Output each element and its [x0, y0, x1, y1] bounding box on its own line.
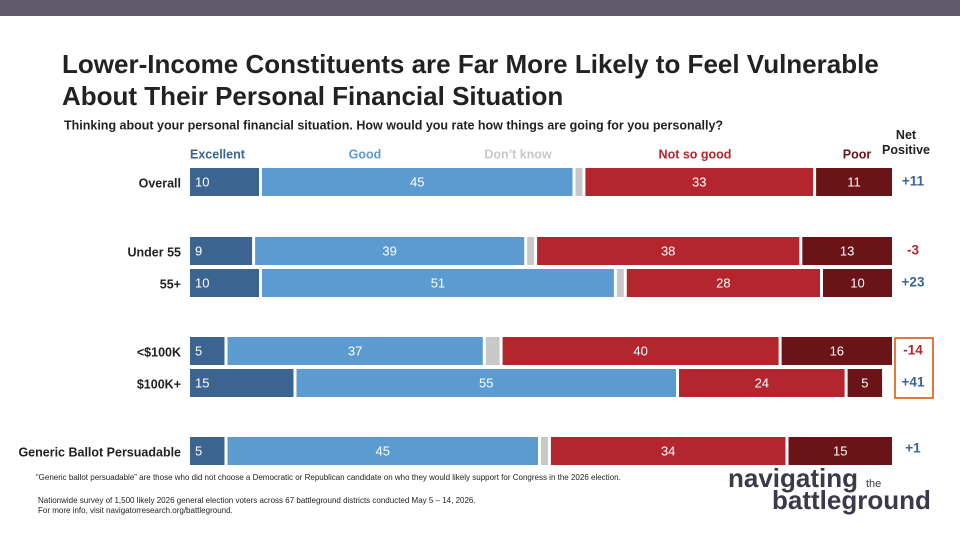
bar-segment	[585, 168, 814, 196]
row-label: <$100K	[137, 345, 181, 359]
bar-segment	[190, 168, 259, 196]
value-label: 9	[195, 243, 202, 258]
bar-segment	[847, 369, 883, 397]
value-label: 51	[431, 275, 445, 290]
logo-small: the	[866, 478, 881, 490]
bar-segment	[190, 337, 225, 365]
value-label: 10	[195, 275, 209, 290]
row-label: $100K+	[137, 377, 181, 391]
value-label: 11	[847, 174, 861, 189]
value-label: 45	[376, 443, 390, 458]
bar-segment	[227, 437, 538, 465]
value-label: 24	[755, 375, 769, 390]
footnote: Nationwide survey of 1,500 likely 2026 g…	[38, 496, 476, 505]
value-label: 15	[833, 443, 847, 458]
bar-segment	[537, 237, 800, 265]
net-value: +41	[902, 375, 925, 390]
bar-segment	[541, 437, 548, 465]
footnote: For more info, visit navigatorresearch.o…	[38, 506, 233, 515]
net-header-box: Net Positive	[882, 128, 930, 157]
legend-label: Excellent	[190, 147, 246, 161]
subtitle: Thinking about your personal financial s…	[64, 118, 723, 132]
bar-segment	[262, 168, 573, 196]
footnote: “Generic ballot persuadable” are those w…	[36, 473, 621, 482]
net-value: -3	[907, 243, 919, 258]
legend-label: Don’t know	[484, 147, 552, 161]
bar-segment	[616, 269, 624, 297]
value-label: 10	[850, 275, 864, 290]
net-header: Net Positive	[882, 128, 930, 157]
value-label: 28	[716, 275, 730, 290]
bar-segment	[227, 337, 483, 365]
net-value: +1	[905, 441, 921, 456]
value-label: 5	[861, 375, 868, 390]
value-label: 5	[195, 443, 202, 458]
row-label: 55+	[160, 277, 181, 291]
value-label: 45	[410, 174, 424, 189]
top-band	[0, 0, 960, 16]
bar-segment	[485, 337, 500, 365]
value-label: 15	[195, 375, 209, 390]
chart-title: Lower-Income Constituents are Far More L…	[62, 49, 879, 111]
bar-segment	[550, 437, 786, 465]
legend-label: Poor	[843, 147, 872, 161]
bar-segment	[190, 369, 294, 397]
value-label: 39	[382, 243, 396, 258]
net-value: +11	[902, 174, 925, 189]
legend-label: Not so good	[659, 147, 732, 161]
value-label: 10	[195, 174, 209, 189]
value-label: 33	[692, 174, 706, 189]
bar-segment	[679, 369, 845, 397]
legend-label: Good	[349, 147, 382, 161]
highlight-box	[894, 337, 934, 399]
bar-segment	[816, 168, 892, 196]
title-box: Lower-Income Constituents are Far More L…	[62, 49, 879, 111]
value-label: 40	[633, 343, 647, 358]
value-label: 55	[479, 375, 493, 390]
row-label: Overall	[139, 176, 181, 190]
bar-segment	[781, 337, 892, 365]
row-label: Generic Ballot Persuadable	[18, 445, 181, 459]
net-value: -14	[903, 343, 923, 358]
bar-segment	[190, 237, 253, 265]
value-label: 37	[348, 343, 362, 358]
value-label: 34	[661, 443, 675, 458]
bar-segment	[626, 269, 820, 297]
bar-segment	[296, 369, 676, 397]
row-label: Under 55	[128, 245, 182, 259]
bar-segment	[262, 269, 614, 297]
value-label: 16	[830, 343, 844, 358]
bar-segment	[502, 337, 779, 365]
value-label: 38	[661, 243, 675, 258]
bar-segment	[190, 437, 225, 465]
value-label: 13	[840, 243, 854, 258]
logo-bottom: battleground	[772, 485, 931, 515]
footnote-box: “Generic ballot persuadable” are those w…	[36, 473, 621, 482]
bar-segment	[802, 237, 892, 265]
logo-top: navigating	[728, 463, 858, 493]
bar-segment	[527, 237, 535, 265]
bar-segment	[255, 237, 525, 265]
value-label: 5	[195, 343, 202, 358]
net-value: +23	[902, 275, 925, 290]
bar-segment	[190, 269, 259, 297]
bar-segment	[788, 437, 892, 465]
bar-segment	[823, 269, 892, 297]
bar-segment	[575, 168, 583, 196]
